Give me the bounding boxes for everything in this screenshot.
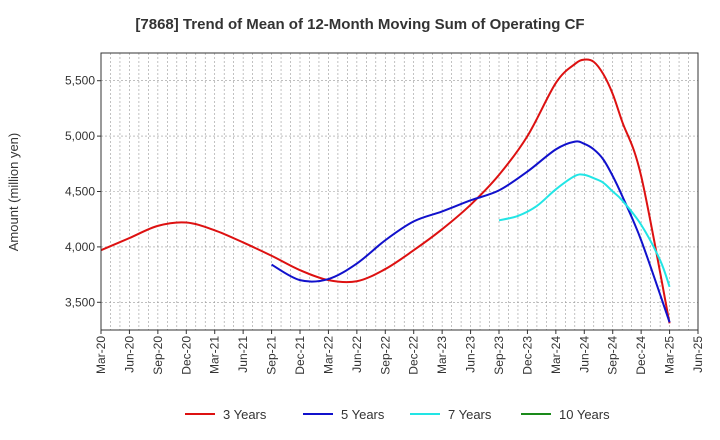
y-tick-label: 4,500 xyxy=(65,185,95,199)
x-tick-label: Mar-24 xyxy=(549,336,563,374)
x-tick-label: Mar-20 xyxy=(94,336,108,374)
x-tick-label: Jun-20 xyxy=(122,336,136,373)
x-tick-label: Mar-21 xyxy=(208,336,222,374)
x-tick-label: Mar-25 xyxy=(663,336,677,374)
x-tick-label: Dec-21 xyxy=(293,336,307,375)
x-tick-label: Dec-23 xyxy=(520,336,534,375)
series-line-7-years xyxy=(498,173,671,288)
series-line-5-years xyxy=(271,140,671,323)
y-tick-label: 4,000 xyxy=(65,240,95,254)
x-tick-label: Dec-20 xyxy=(179,336,193,375)
grid-layer xyxy=(101,53,698,330)
x-tick-label: Jun-24 xyxy=(577,336,591,373)
legend-label: 5 Years xyxy=(341,407,385,422)
x-tick-label: Jun-25 xyxy=(691,336,705,373)
x-tick-label: Jun-23 xyxy=(464,336,478,373)
legend-label: 7 Years xyxy=(448,407,492,422)
x-tick-labels: Mar-20 Jun-20 Sep-20 Dec-20 Mar-21 Jun-21 Sep-… xyxy=(94,330,705,375)
x-tick-label: Dec-24 xyxy=(634,336,648,375)
x-tick-label: Mar-23 xyxy=(435,336,449,374)
x-tick-label: Sep-22 xyxy=(378,336,392,375)
legend-label: 3 Years xyxy=(223,407,267,422)
y-axis-label: Amount (million yen) xyxy=(6,133,21,252)
x-tick-label: Dec-22 xyxy=(407,336,421,375)
series-layer xyxy=(100,58,671,324)
y-tick-labels: 3,500 4,000 4,500 5,000 5,500 xyxy=(65,74,101,309)
x-tick-label: Sep-24 xyxy=(606,336,620,375)
series-line-3-years xyxy=(100,58,671,324)
y-tick-label: 5,500 xyxy=(65,74,95,88)
x-tick-label: Sep-21 xyxy=(265,336,279,375)
legend-label: 10 Years xyxy=(559,407,610,422)
y-tick-label: 5,000 xyxy=(65,129,95,143)
y-tick-label: 3,500 xyxy=(65,295,95,309)
chart-title: [7868] Trend of Mean of 12-Month Moving … xyxy=(135,16,584,33)
x-tick-label: Sep-23 xyxy=(492,336,506,375)
x-tick-label: Jun-21 xyxy=(236,336,250,373)
x-tick-label: Jun-22 xyxy=(350,336,364,373)
legend: 3 Years 5 Years 7 Years 10 Years xyxy=(185,407,610,422)
x-tick-label: Sep-20 xyxy=(151,336,165,375)
x-tick-label: Mar-22 xyxy=(321,336,335,374)
